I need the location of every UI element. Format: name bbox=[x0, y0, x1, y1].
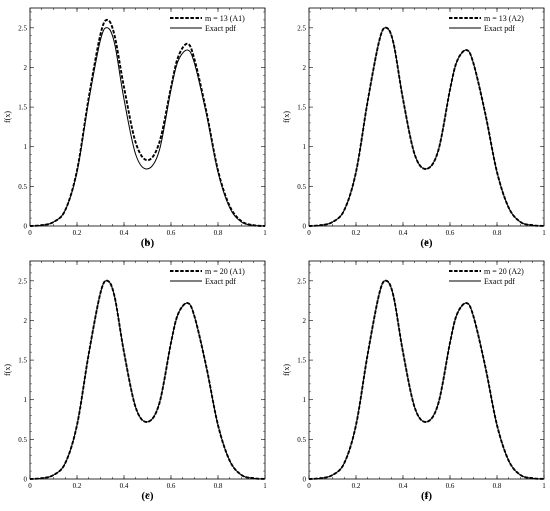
x-tick-label: 0.2 bbox=[352, 482, 361, 490]
y-tick-label: 1 bbox=[303, 143, 307, 151]
y-tick-label: 2 bbox=[24, 64, 28, 72]
x-axis-label: x bbox=[146, 490, 150, 499]
y-tick-label: 1.5 bbox=[18, 357, 27, 365]
panel-caption: (f) bbox=[421, 490, 432, 502]
x-axis-label: x bbox=[425, 490, 429, 499]
y-axis-label: f(x) bbox=[282, 364, 291, 376]
y-tick-label: 2.5 bbox=[297, 24, 306, 32]
plot-frame bbox=[29, 7, 266, 227]
y-tick-label: 0 bbox=[24, 476, 28, 484]
x-tick-label: 0 bbox=[28, 229, 32, 237]
x-tick-label: 0.6 bbox=[446, 482, 455, 490]
x-axis-label: x bbox=[146, 237, 150, 246]
y-tick-label: 0.5 bbox=[297, 436, 306, 444]
x-tick-label: 0.2 bbox=[73, 482, 82, 490]
x-axis-label: x bbox=[425, 237, 429, 246]
y-tick-label: 1 bbox=[24, 396, 28, 404]
y-tick-label: 2 bbox=[303, 64, 307, 72]
legend-entry: m = 20 (A1) bbox=[205, 267, 245, 276]
series-line-exact bbox=[29, 27, 266, 227]
panel-caption: (c) bbox=[141, 490, 154, 502]
plot-frame bbox=[308, 260, 545, 480]
x-tick-label: 0 bbox=[28, 482, 32, 490]
series-line-approx bbox=[308, 279, 545, 480]
x-tick-label: 0.2 bbox=[73, 229, 82, 237]
x-tick-label: 0.4 bbox=[120, 482, 129, 490]
y-tick-label: 1 bbox=[24, 143, 28, 151]
legend-entry: m = 20 (A2) bbox=[484, 267, 524, 276]
y-tick-label: 2 bbox=[24, 317, 28, 325]
x-tick-label: 0 bbox=[307, 482, 311, 490]
y-tick-label: 0 bbox=[303, 476, 307, 484]
panel-caption: (b) bbox=[141, 237, 155, 249]
legend-entry: Exact pdf bbox=[484, 277, 515, 286]
chart-panel-4: 0 0.2 0.4 0.6 0.8 1 0 0.5 1 1.5 2 2.5 x f(x) m = 20 (A… bbox=[282, 260, 546, 502]
legend-entry: Exact pdf bbox=[205, 24, 236, 33]
y-tick-label: 0.5 bbox=[18, 183, 27, 191]
chart-panel-3: 0 0.2 0.4 0.6 0.8 1 0 0.5 1 1.5 2 2.5 x f(x) m = 20 (A… bbox=[3, 260, 267, 502]
y-tick-label: 0.5 bbox=[18, 436, 27, 444]
y-tick-label: 2.5 bbox=[18, 277, 27, 285]
x-tick-label: 1 bbox=[263, 482, 267, 490]
chart-panel-1: 0 0.2 0.4 0.6 0.8 1 0 0.5 1 1.5 2 2.5 x f(x) m = 13 (A… bbox=[3, 7, 267, 249]
x-tick-label: 0.4 bbox=[399, 482, 408, 490]
y-tick-label: 1.5 bbox=[297, 104, 306, 112]
y-tick-label: 2 bbox=[303, 317, 307, 325]
y-tick-label: 1.5 bbox=[297, 357, 306, 365]
x-tick-label: 0.4 bbox=[120, 229, 129, 237]
series-line-exact bbox=[308, 27, 545, 227]
y-tick-label: 1 bbox=[303, 396, 307, 404]
legend-entry: Exact pdf bbox=[205, 277, 236, 286]
y-axis-label: f(x) bbox=[3, 364, 12, 376]
y-tick-label: 2.5 bbox=[297, 277, 306, 285]
y-axis-label: f(x) bbox=[3, 111, 12, 123]
y-tick-label: 0.5 bbox=[297, 183, 306, 191]
plot-frame bbox=[308, 7, 545, 227]
y-tick-label: 0 bbox=[24, 223, 28, 231]
y-tick-label: 0 bbox=[303, 223, 307, 231]
x-tick-label: 1 bbox=[542, 229, 546, 237]
x-tick-label: 0.6 bbox=[446, 229, 455, 237]
panel-caption: (e) bbox=[420, 237, 433, 249]
x-tick-label: 0.8 bbox=[493, 229, 502, 237]
x-tick-label: 0.8 bbox=[214, 482, 223, 490]
y-tick-label: 1.5 bbox=[18, 104, 27, 112]
x-tick-label: 0.2 bbox=[352, 229, 361, 237]
chart-panel-2: 0 0.2 0.4 0.6 0.8 1 0 0.5 1 1.5 2 2.5 x f(x) m = 13 (A… bbox=[282, 7, 546, 249]
y-axis-label: f(x) bbox=[282, 111, 291, 123]
plot-frame bbox=[29, 260, 266, 480]
x-tick-label: 0.8 bbox=[493, 482, 502, 490]
legend-entry: Exact pdf bbox=[484, 24, 515, 33]
x-tick-label: 1 bbox=[263, 229, 267, 237]
legend-entry: m = 13 (A1) bbox=[205, 14, 245, 23]
x-tick-label: 0.6 bbox=[167, 229, 176, 237]
series-line-approx bbox=[308, 26, 545, 227]
series-line-exact bbox=[29, 280, 266, 480]
series-line-approx bbox=[29, 18, 266, 227]
x-tick-label: 0 bbox=[307, 229, 311, 237]
x-tick-label: 0.8 bbox=[214, 229, 223, 237]
y-tick-label: 2.5 bbox=[18, 24, 27, 32]
series-line-approx bbox=[29, 279, 266, 480]
legend-entry: m = 13 (A2) bbox=[484, 14, 524, 23]
x-tick-label: 1 bbox=[542, 482, 546, 490]
series-line-exact bbox=[308, 280, 545, 480]
x-tick-label: 0.6 bbox=[167, 482, 176, 490]
x-tick-label: 0.4 bbox=[399, 229, 408, 237]
